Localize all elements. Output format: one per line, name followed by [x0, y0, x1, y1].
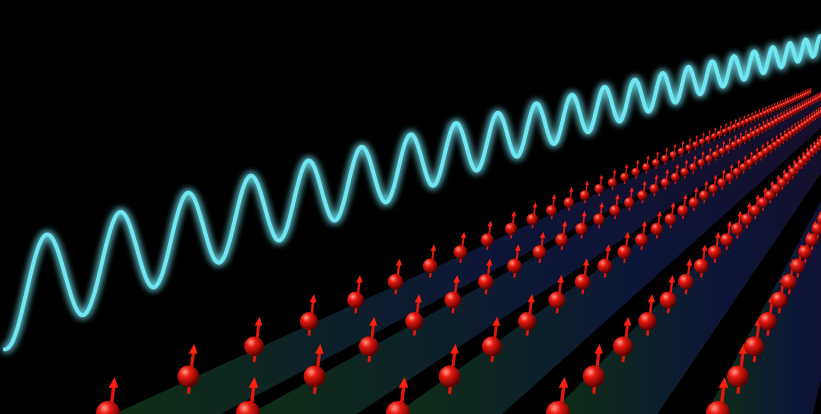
spin-ball [720, 233, 733, 246]
spin-ball [533, 245, 547, 259]
spin-ball [678, 274, 693, 289]
spin-ball [699, 138, 705, 144]
spin-ball [454, 245, 468, 259]
spin-ball [699, 190, 709, 200]
spin-ball [694, 259, 708, 273]
spin-ball [439, 366, 461, 388]
spin-ball [405, 312, 423, 330]
spin-ball [527, 213, 538, 224]
spin-ball [805, 233, 818, 246]
spin-ball [692, 141, 699, 148]
spin-ball [609, 205, 620, 216]
spin-ball [244, 336, 264, 356]
spin-ball [677, 205, 688, 216]
spin-ball [580, 190, 590, 200]
spin-ball [481, 233, 494, 246]
spin-ball [505, 223, 517, 235]
spin-ball [680, 168, 688, 176]
spin-ball [594, 184, 603, 193]
spin-ball [177, 366, 199, 388]
spin-ball [583, 366, 605, 388]
spin-ball [620, 173, 629, 182]
spin-ball [549, 292, 566, 309]
spin-ball [727, 366, 749, 388]
spin-ball [651, 223, 663, 235]
spin-ball [608, 178, 617, 187]
spin-ball [423, 259, 437, 273]
spin-ball [661, 178, 670, 187]
spin-ball [808, 91, 811, 94]
spin-ball [444, 292, 461, 309]
spin-ball [722, 128, 728, 134]
spin-ball [708, 245, 722, 259]
spin-ball [711, 133, 717, 139]
page: (() => { const NS = 'http://www.w3.org/2… [0, 0, 821, 414]
spin-ball [781, 274, 796, 289]
spin-ball [660, 292, 677, 309]
spin-ball [598, 259, 612, 273]
spin-ball [638, 312, 656, 330]
spin-ball [632, 168, 640, 176]
spin-ball [725, 144, 732, 151]
spin-ball [771, 292, 788, 309]
spin-ball [705, 136, 711, 142]
spin-ball [613, 336, 633, 356]
spin-ball [678, 148, 685, 155]
spin-ball [758, 197, 768, 207]
spin-ball [642, 163, 650, 171]
spin-ball [518, 312, 536, 330]
spin-ball [661, 155, 669, 163]
spin-ball [750, 205, 761, 216]
spin-ball [359, 336, 379, 356]
spin-ball [637, 190, 647, 200]
spin-ball [712, 151, 719, 158]
spin-ball [689, 163, 697, 171]
spin-ball [304, 366, 326, 388]
spin-ball [733, 168, 741, 176]
spin-ball [482, 336, 502, 356]
spin-ball [347, 292, 364, 309]
spin-ball [635, 233, 648, 246]
spin-ball [300, 312, 318, 330]
spin-ball [649, 184, 658, 193]
spin-ball [709, 184, 718, 193]
spin-ball [697, 159, 705, 167]
spin-ball [741, 213, 752, 224]
spin-ball [790, 259, 804, 273]
spin-ball [546, 205, 557, 216]
spin-ball [744, 336, 764, 356]
spin-ball [665, 213, 676, 224]
illustration [0, 0, 821, 414]
spin-ball [388, 274, 403, 289]
spin-ball [727, 126, 733, 132]
spin-ball [478, 274, 493, 289]
spin-ball [759, 312, 777, 330]
spin-ball [719, 148, 726, 155]
spin-ball [689, 197, 699, 207]
spin-ball [507, 259, 521, 273]
spin-ball [593, 213, 604, 224]
spin-ball [575, 223, 587, 235]
spin-ball [717, 178, 726, 187]
spin-ball [617, 245, 631, 259]
spin-ball [685, 144, 692, 151]
spin-ball [624, 197, 634, 207]
spin-ball [671, 173, 680, 182]
spin-ball [725, 173, 734, 182]
spin-ball [555, 233, 568, 246]
spin-ball [564, 197, 574, 207]
spin-ball [652, 159, 660, 167]
spin-ball [705, 155, 713, 163]
spin-ball [670, 151, 677, 158]
spin-ball [575, 274, 590, 289]
spin-ball [731, 223, 743, 235]
spin-ball [798, 245, 812, 259]
spin-ball [717, 131, 723, 137]
